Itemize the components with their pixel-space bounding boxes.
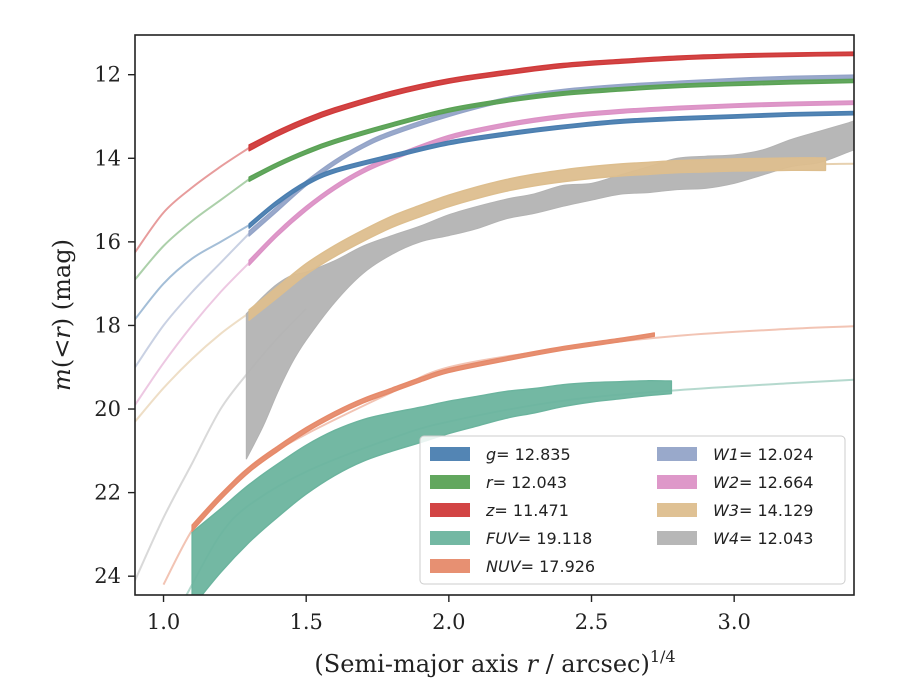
legend-entry-r: r= 12.043: [430, 473, 567, 492]
series-w1-extrapolation: [135, 232, 250, 368]
y-tick-label: 14: [94, 146, 121, 170]
series-w3-band: [248, 157, 827, 321]
legend-swatch-fuv: [430, 531, 470, 545]
legend-entry-g: g= 12.835: [430, 445, 571, 464]
y-tick-label: 12: [94, 63, 121, 87]
legend-entry-w1: W1= 12.024: [657, 445, 813, 464]
legend-swatch-g: [430, 447, 470, 461]
series-w4-band: [245, 120, 854, 460]
legend-entry-w2: W2= 12.664: [657, 473, 813, 492]
legend-entry-w3: W3= 14.129: [657, 501, 813, 520]
x-tick-label: 3.0: [717, 610, 750, 634]
legend-label-w1: W1= 12.024: [713, 445, 813, 464]
legend-swatch-r: [430, 475, 470, 489]
legend-label-z: z= 11.471: [485, 501, 569, 520]
legend-label-w2: W2= 12.664: [713, 473, 813, 492]
legend-label-nuv: NUV= 17.926: [486, 557, 595, 576]
y-tick-label: 20: [94, 397, 121, 421]
y-tick-label: 24: [94, 564, 121, 588]
x-tick-label: 1.5: [289, 610, 322, 634]
plot-frame: [134, 34, 855, 596]
legend-label-w4: W4= 12.043: [713, 529, 813, 548]
legend-swatch-w4: [657, 531, 697, 545]
series-w2-extrapolation: [135, 262, 250, 406]
series-w1-band: [248, 74, 854, 237]
legend-swatch-z: [430, 503, 470, 517]
legend-label-g: g= 12.835: [486, 445, 571, 464]
series-r-band: [248, 78, 854, 182]
x-tick-label: 1.0: [147, 610, 180, 634]
series-z-extrapolation: [135, 146, 250, 253]
series-w3-extrapolation: [135, 312, 250, 423]
legend-swatch-w3: [657, 503, 697, 517]
series-g-extrapolation: [135, 224, 250, 320]
series-r-extrapolation: [135, 178, 250, 281]
legend-label-fuv: FUV= 19.118: [486, 529, 592, 548]
x-tick-label: 2.5: [575, 610, 608, 634]
series-g-band: [248, 110, 854, 229]
series-z-band: [248, 51, 854, 152]
x-axis-label: (Semi-major axis r / arcsec)1/4: [314, 647, 675, 678]
x-tick-label: 2.0: [432, 610, 465, 634]
y-tick-label: 16: [94, 230, 121, 254]
legend-swatch-nuv: [430, 559, 470, 573]
legend-swatch-w1: [657, 447, 697, 461]
legend-label-w3: W3= 14.129: [713, 501, 813, 520]
legend-entry-nuv: NUV= 17.926: [430, 557, 595, 576]
series-fuv-band: [191, 379, 673, 595]
legend-entry-fuv: FUV= 19.118: [430, 529, 592, 548]
series-w2-band: [248, 100, 854, 266]
legend-entry-z: z= 11.471: [430, 501, 569, 520]
legend-entry-w4: W4= 12.043: [657, 529, 813, 548]
legend-box: [419, 435, 846, 585]
legend-label-r: r= 12.043: [486, 473, 567, 492]
y-tick-label: 22: [94, 481, 121, 505]
series-nuv-band: [191, 332, 655, 532]
y-tick-label: 18: [94, 313, 121, 337]
y-axis-label: m(<r) (mag): [48, 239, 76, 391]
legend-swatch-w2: [657, 475, 697, 489]
